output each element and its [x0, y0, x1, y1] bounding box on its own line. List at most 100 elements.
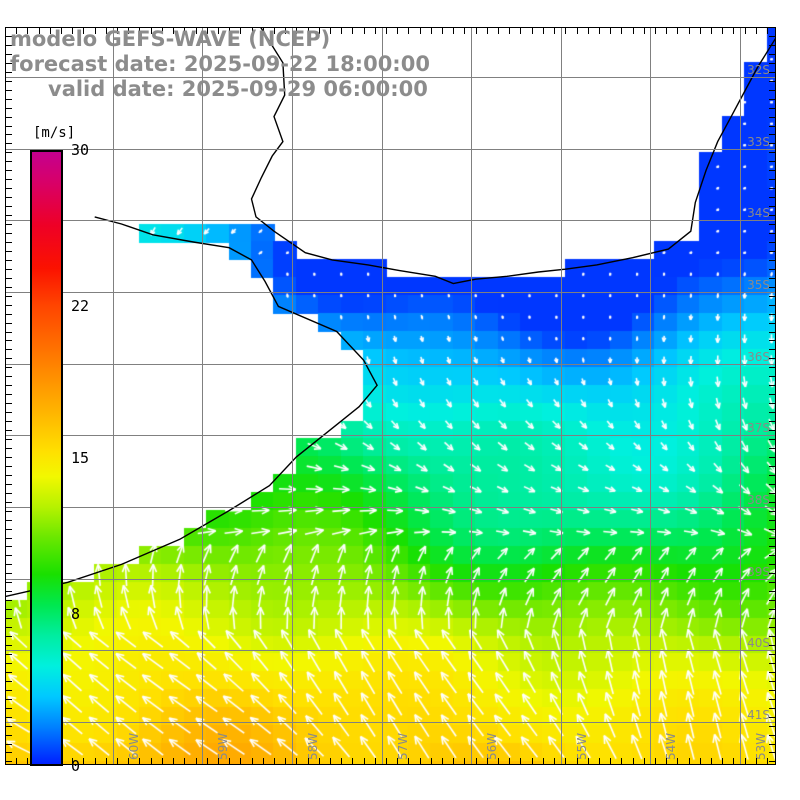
axis-tick-left	[6, 62, 12, 64]
axis-tick-top	[554, 28, 556, 34]
axis-tick-left	[6, 698, 12, 700]
lat-label: 32S	[747, 63, 770, 77]
axis-tick-left	[6, 734, 12, 736]
axis-tick-left	[6, 725, 12, 727]
axis-tick-top	[632, 28, 634, 34]
gridline-lon	[740, 27, 741, 765]
axis-tick-top	[363, 28, 365, 34]
axis-tick-left	[6, 438, 12, 440]
axis-tick-right	[769, 304, 775, 306]
axis-tick-left	[6, 555, 12, 557]
axis-tick-right	[769, 698, 775, 700]
axis-tick-right	[769, 636, 775, 638]
axis-tick-right	[769, 268, 775, 270]
axis-tick-bottom	[442, 758, 444, 764]
axis-tick-top	[262, 28, 264, 34]
gridline-lon	[650, 27, 651, 765]
axis-tick-left	[6, 582, 12, 584]
axis-tick-top	[688, 28, 690, 34]
axis-tick-bottom	[206, 758, 208, 764]
axis-tick-left	[6, 600, 12, 602]
axis-tick-left	[6, 313, 12, 315]
axis-tick-bottom	[565, 758, 567, 764]
axis-tick-left	[6, 206, 12, 208]
axis-tick-top	[654, 28, 656, 34]
axis-tick-right	[769, 53, 775, 55]
axis-tick-bottom	[240, 758, 242, 764]
axis-tick-top	[677, 28, 679, 34]
lat-label: 37S	[747, 421, 770, 435]
axis-tick-right	[769, 761, 775, 763]
axis-tick-top	[251, 28, 253, 34]
lat-label: 41S	[747, 708, 770, 722]
axis-tick-left	[6, 340, 12, 342]
axis-tick-left	[6, 707, 12, 709]
axis-tick-bottom	[464, 758, 466, 764]
axis-tick-left	[6, 609, 12, 611]
axis-tick-left	[6, 680, 12, 682]
gridline-lon	[292, 27, 293, 765]
axis-tick-left	[6, 689, 12, 691]
axis-tick-top	[531, 28, 533, 34]
axis-tick-left	[6, 636, 12, 638]
axis-tick-right	[769, 456, 775, 458]
colorbar-unit-label: [m/s]	[33, 125, 76, 141]
lat-label: 35S	[747, 278, 770, 292]
axis-tick-right	[769, 35, 775, 37]
axis-tick-right	[769, 421, 775, 423]
axis-tick-top	[598, 28, 600, 34]
axis-tick-bottom	[498, 758, 500, 764]
lon-label: 60W	[127, 732, 141, 760]
axis-tick-bottom	[27, 758, 29, 764]
axis-tick-left	[6, 197, 12, 199]
gridline-lat	[5, 149, 776, 150]
axis-tick-right	[769, 89, 775, 91]
axis-tick-right	[769, 44, 775, 46]
axis-tick-top	[49, 28, 51, 34]
axis-tick-top	[666, 28, 668, 34]
gridline-lat	[5, 579, 776, 580]
axis-tick-right	[769, 80, 775, 82]
lat-label: 36S	[747, 350, 770, 364]
axis-tick-left	[6, 259, 12, 261]
axis-tick-left	[6, 671, 12, 673]
axis-tick-right	[769, 215, 775, 217]
axis-tick-bottom	[711, 758, 712, 764]
axis-tick-left	[6, 421, 12, 423]
axis-tick-right	[769, 179, 775, 181]
axis-tick-bottom	[262, 758, 264, 764]
axis-tick-top	[699, 28, 701, 34]
axis-tick-right	[769, 125, 775, 127]
axis-tick-right	[769, 188, 775, 190]
axis-tick-top	[442, 28, 444, 34]
axis-tick-left	[6, 241, 12, 243]
axis-tick-top	[329, 28, 331, 34]
axis-tick-bottom	[161, 758, 163, 764]
axis-tick-right	[769, 582, 775, 584]
axis-tick-left	[6, 224, 12, 226]
axis-tick-top	[520, 28, 522, 34]
gridline-lon	[202, 27, 203, 765]
axis-tick-right	[769, 671, 775, 673]
axis-tick-right	[769, 394, 775, 396]
axis-tick-right	[769, 197, 775, 199]
axis-tick-left	[6, 331, 12, 333]
axis-tick-left	[6, 456, 12, 458]
axis-tick-left	[6, 716, 12, 718]
axis-tick-top	[307, 28, 309, 34]
axis-tick-bottom	[486, 758, 488, 764]
axis-tick-right	[769, 734, 775, 736]
axis-tick-bottom	[509, 758, 511, 764]
axis-tick-bottom	[296, 758, 298, 764]
axis-tick-bottom	[598, 758, 600, 764]
axis-tick-bottom	[105, 758, 107, 764]
axis-tick-right	[769, 277, 775, 279]
lon-label: 54W	[664, 732, 678, 760]
axis-tick-right	[769, 286, 775, 288]
axis-tick-left	[6, 179, 12, 181]
axis-tick-right	[769, 492, 775, 494]
axis-tick-top	[397, 28, 399, 34]
wind-speed-field	[5, 27, 776, 765]
gridline-lat	[5, 77, 776, 78]
